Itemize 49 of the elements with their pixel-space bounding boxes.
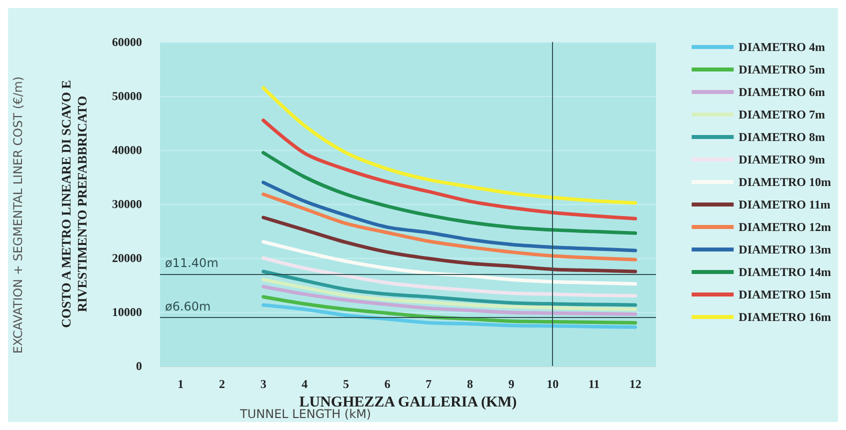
x-tick-label: 1 [178,377,184,391]
x-tick-label: 7 [426,377,432,391]
line-series [262,86,638,205]
y-tick-label: 0 [136,359,142,373]
x-tick-label: 5 [343,377,349,391]
y-tick-label: 60000 [112,35,142,49]
x-tick-label: 12 [629,377,642,391]
legend-label: DIAMETRO 12m [738,220,832,234]
legend-label: DIAMETRO 9m [738,152,826,166]
legend-label: DIAMETRO 7m [738,108,826,122]
y-axis-title: COSTO A METRO LINEARE DI SCAVO E RIVESTIMENTO PREFABBRICATO [58,80,90,328]
ref-line-label: ø6.60m [165,299,211,314]
y-tick-label: 40000 [112,143,142,157]
x-tick-label: 8 [467,377,473,391]
text: EXCAVATION + SEGMENTAL LINER COST (€/m) [11,76,25,354]
x-tick-label: 2 [219,377,225,391]
line-series [262,240,638,286]
x-tick-label: 10 [546,377,559,391]
x-tick-label: 9 [508,377,514,391]
y-tick-label: 20000 [112,251,142,265]
line-series [262,192,638,262]
line-series [262,180,638,252]
legend-label: DIAMETRO 11m [738,198,830,212]
legend-label: DIAMETRO 14m [738,265,832,279]
line-series [262,270,638,307]
line-series [262,216,638,274]
line-series [262,284,638,316]
line-series [262,295,638,325]
legend-label: DIAMETRO 13m [738,242,832,256]
x-tick-label: 3 [260,377,266,391]
line-series [262,278,638,312]
x-tick-label: 4 [302,377,308,391]
legend-label: DIAMETRO 8m [738,130,826,144]
legend-label: DIAMETRO 4m [738,40,826,54]
line-series [262,303,638,329]
line-series [262,256,638,298]
y-tick-label: 30000 [112,197,142,211]
legend-label: DIAMETRO 15m [738,288,832,302]
legend-label: DIAMETRO 6m [738,85,826,99]
line-series [262,118,638,220]
legend-label: DIAMETRO 5m [738,62,826,76]
legend-label: DIAMETRO 16m [738,310,832,324]
ref-line-label: ø11.40m [165,256,218,270]
x-tick-label: 6 [384,377,390,391]
legend-label: DIAMETRO 10m [738,175,832,189]
y-tick-label: 10000 [112,305,142,319]
line-series [262,150,638,235]
x-tick-label: 11 [588,377,600,391]
y-tick-label: 50000 [112,89,142,103]
